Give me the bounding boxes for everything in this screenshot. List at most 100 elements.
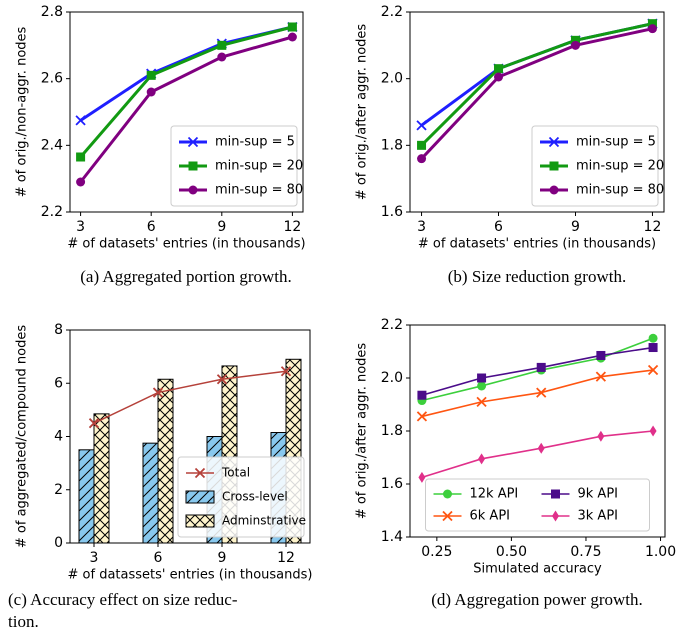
- legend-label: min-sup = 20: [215, 159, 303, 174]
- y-tick-label: 0: [54, 535, 63, 551]
- point: [648, 333, 658, 343]
- point: [417, 140, 427, 150]
- point: [494, 64, 504, 74]
- legend-label: 6k API: [470, 509, 511, 524]
- caption: tion.: [8, 612, 39, 631]
- legend-marker: [552, 510, 559, 522]
- y-tick-label: 1.4: [381, 529, 403, 545]
- x-tick-label: 0.75: [570, 544, 601, 560]
- x-tick-label: 9: [571, 219, 580, 235]
- y-tick-label: 2.0: [381, 71, 403, 87]
- point: [152, 387, 164, 398]
- point: [478, 453, 486, 465]
- x-tick-label: 12: [644, 219, 662, 235]
- point: [536, 362, 546, 372]
- y-tick-label: 2.0: [381, 370, 403, 386]
- point: [648, 343, 658, 353]
- point: [647, 364, 659, 376]
- legend-label: Adminstrative: [222, 514, 306, 528]
- x-tick-label: 6: [154, 550, 163, 566]
- caption: (b) Size reduction growth.: [448, 267, 626, 286]
- x-tick-label: 0.25: [421, 544, 452, 560]
- bar: [78, 449, 95, 544]
- y-tick-label: 1.6: [381, 476, 403, 492]
- point: [649, 425, 657, 437]
- point: [416, 411, 428, 422]
- y-tick-label: 2.2: [381, 317, 403, 333]
- legend-swatch: [185, 514, 215, 528]
- axes-frame: [69, 329, 311, 544]
- x-tick-label: 9: [217, 219, 226, 235]
- series-line: [421, 430, 654, 479]
- point: [537, 442, 545, 454]
- point: [146, 70, 156, 80]
- subplot: 0 2 4 6 8 3 6 9 12 # of datassets' entries (in th…: [8, 322, 312, 631]
- legend-label: Total: [221, 466, 250, 480]
- y-tick-label: 2: [54, 482, 63, 498]
- bar: [142, 442, 159, 544]
- series-line: [79, 25, 293, 158]
- legend-marker: [443, 489, 452, 499]
- subplot: 1.4 1.6 1.8 2.0 2.2 0.25 0.50 0.75 1.00 Simulated…: [355, 317, 677, 609]
- y-axis-label: # of orig./after aggr. nodes: [355, 343, 370, 520]
- x-tick-label: 3: [417, 219, 426, 235]
- subplot: 1.6 1.8 2.0 2.2 3 6 9 12 # of datasets' entries …: [355, 4, 665, 286]
- axes-frame: [409, 324, 666, 538]
- y-axis-label: # of orig./non-aggr. nodes: [15, 26, 30, 197]
- legend-marker: [551, 489, 560, 499]
- point: [570, 40, 580, 50]
- point: [88, 418, 100, 429]
- point: [570, 35, 580, 45]
- caption: (a) Aggregated portion growth.: [80, 267, 292, 286]
- subplot: 2.2 2.4 2.6 2.8 3 6 9 12 # of datasets' entries …: [15, 4, 306, 286]
- y-tick-label: 6: [54, 375, 63, 391]
- series-line: [420, 22, 653, 147]
- point: [217, 40, 227, 50]
- x-tick-label: 12: [283, 219, 301, 235]
- point: [477, 381, 487, 391]
- y-tick-label: 1.8: [381, 423, 403, 439]
- x-tick-label: 3: [90, 550, 99, 566]
- legend-box: [425, 478, 650, 532]
- point: [216, 374, 228, 385]
- y-tick-label: 8: [54, 322, 63, 338]
- legend-box: [170, 125, 298, 207]
- x-tick-label: 12: [277, 550, 295, 566]
- legend-marker: [548, 136, 560, 148]
- point: [287, 32, 297, 42]
- legend-label: 12k API: [470, 487, 519, 502]
- y-tick-label: 2.4: [41, 137, 63, 153]
- y-tick-label: 2.2: [381, 4, 403, 20]
- point: [76, 177, 86, 187]
- bar: [93, 413, 110, 544]
- legend-marker: [188, 185, 198, 195]
- point: [416, 120, 427, 131]
- point: [595, 371, 607, 382]
- point: [146, 87, 156, 97]
- point: [280, 366, 292, 377]
- caption: (d) Aggregation power growth.: [431, 590, 643, 609]
- point: [477, 373, 487, 383]
- legend-label: min-sup = 5: [215, 135, 295, 150]
- x-tick-label: 6: [147, 219, 156, 235]
- legend-label: min-sup = 5: [576, 135, 656, 150]
- y-tick-label: 1.6: [381, 204, 403, 220]
- series-line: [421, 369, 654, 418]
- point: [596, 350, 606, 360]
- y-axis-label: # of aggregated/compound nodes: [15, 325, 30, 548]
- point: [217, 52, 227, 62]
- legend-label: min-sup = 80: [576, 183, 664, 198]
- legend-label: min-sup = 20: [576, 159, 664, 174]
- series-line: [93, 370, 287, 424]
- legend-marker: [442, 510, 453, 522]
- x-tick-label: 0.50: [496, 544, 527, 560]
- axes-frame: [409, 11, 665, 213]
- point: [476, 396, 487, 407]
- legend-label: Cross-level: [222, 490, 288, 504]
- point: [647, 19, 657, 29]
- x-tick-label: 9: [218, 550, 227, 566]
- legend-label: min-sup = 80: [215, 183, 303, 198]
- point: [75, 115, 86, 126]
- legend-marker: [187, 136, 199, 148]
